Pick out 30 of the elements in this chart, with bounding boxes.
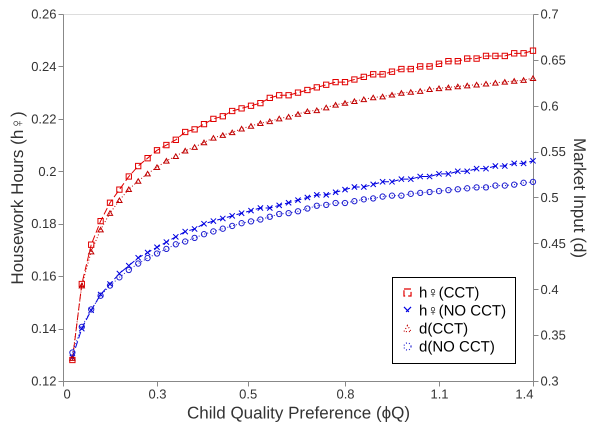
y-tick-label: 0.2 bbox=[38, 164, 56, 179]
x-tick-label: 0 bbox=[64, 386, 71, 402]
y-axis-title: Housework Hours (h♀) bbox=[8, 111, 28, 285]
x-tick-label: 1.1 bbox=[430, 386, 449, 402]
legend-label: d(NO CCT) bbox=[419, 338, 495, 356]
x-tick-label: 0.8 bbox=[336, 386, 355, 402]
y-tick-label: 0.18 bbox=[31, 216, 56, 232]
x-axis-title: Child Quality Preference (ϕQ) bbox=[186, 404, 410, 422]
y2-tick-label: 0.6 bbox=[540, 98, 559, 114]
y2-tick-label: 0.35 bbox=[540, 328, 566, 343]
x-tick-label: 0.5 bbox=[239, 386, 258, 402]
y-tick-label: 0.26 bbox=[31, 6, 56, 22]
y2-tick-label: 0.45 bbox=[540, 236, 566, 251]
y-tick-label: 0.22 bbox=[31, 111, 56, 126]
y2-tick-label: 0.7 bbox=[540, 6, 559, 22]
x-tick-label: 1.4 bbox=[515, 386, 534, 402]
y2-tick-label: 0.5 bbox=[540, 190, 559, 205]
y-tick-label: 0.16 bbox=[31, 268, 56, 284]
y2-tick-label: 0.3 bbox=[540, 374, 559, 388]
y-tick-label: 0.12 bbox=[31, 374, 56, 388]
legend-label: h♀(CCT) bbox=[419, 284, 480, 302]
y2-tick-label: 0.65 bbox=[540, 52, 566, 68]
y-tick-label: 0.14 bbox=[31, 321, 56, 336]
legend-label: h♀(NO CCT) bbox=[419, 302, 506, 320]
y2-tick-label: 0.4 bbox=[540, 282, 559, 297]
x-tick-label: 0.3 bbox=[148, 386, 167, 402]
y-tick-label: 0.24 bbox=[31, 58, 56, 74]
legend-label: d(CCT) bbox=[419, 320, 468, 338]
y2-axis-title: Market Input (d) bbox=[570, 138, 589, 258]
y2-tick-label: 0.55 bbox=[540, 144, 566, 160]
